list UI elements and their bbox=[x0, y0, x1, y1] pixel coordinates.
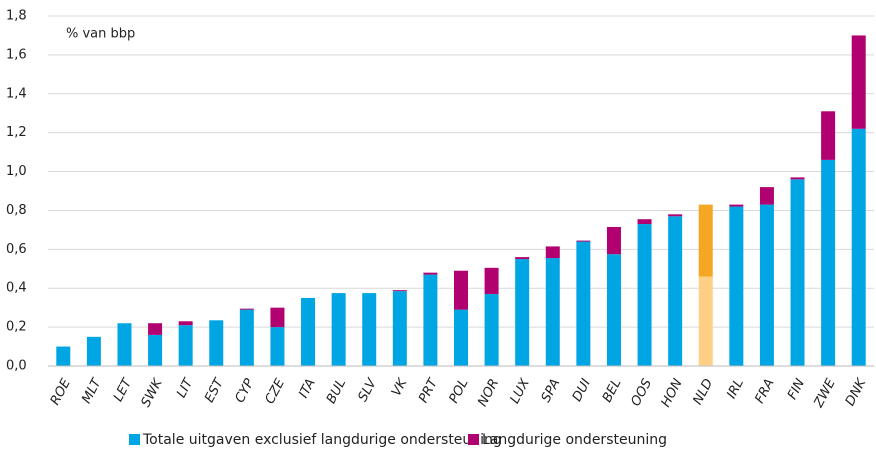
y-tick-label: 1,6 bbox=[6, 47, 27, 62]
legend-swatch bbox=[129, 434, 140, 445]
x-tick-label: POL bbox=[446, 376, 471, 405]
bar-segment bbox=[515, 259, 530, 366]
bar-segment bbox=[117, 323, 132, 366]
x-tick-label: IRL bbox=[724, 376, 747, 401]
x-tick-label: CYP bbox=[233, 376, 258, 405]
bar-segment bbox=[698, 276, 713, 366]
x-tick-label: BUL bbox=[324, 376, 349, 406]
bar-segment bbox=[606, 254, 621, 366]
bar-segment bbox=[851, 35, 866, 129]
x-tick-label: DUI bbox=[570, 376, 594, 404]
bar-segment bbox=[576, 241, 591, 366]
x-tick-label: SLV bbox=[356, 376, 381, 405]
x-tick-label: LUX bbox=[508, 376, 534, 407]
y-tick-label: 0,0 bbox=[6, 359, 27, 374]
x-tick-label: ITA bbox=[296, 376, 318, 400]
bar-segment bbox=[790, 179, 805, 366]
x-tick-label: SWK bbox=[139, 375, 167, 410]
bar-segment bbox=[331, 293, 346, 366]
bar-segment bbox=[454, 309, 468, 366]
x-tick-label: ZWE bbox=[811, 376, 839, 411]
bar-segment bbox=[484, 267, 499, 295]
axis-label: % van bbp bbox=[66, 27, 135, 42]
x-tick-label: FIN bbox=[785, 376, 808, 402]
bar-segment bbox=[729, 206, 744, 366]
bar-segment bbox=[698, 204, 713, 277]
x-tick-label: VK bbox=[389, 375, 411, 399]
legend-label: Totale uitgaven exclusief langdurige ond… bbox=[142, 432, 502, 448]
y-tick-label: 0,2 bbox=[6, 320, 27, 335]
bar-segment bbox=[668, 216, 683, 366]
x-tick-label: MLT bbox=[79, 376, 105, 407]
bar-segment bbox=[148, 334, 163, 366]
x-tick-label: PRT bbox=[416, 376, 441, 406]
bar-segment bbox=[606, 226, 621, 255]
bar-segment bbox=[851, 128, 866, 366]
bar-segment bbox=[148, 323, 163, 335]
bar-segment bbox=[362, 293, 377, 366]
bar-segment bbox=[790, 177, 805, 180]
legend-swatch bbox=[468, 434, 479, 445]
x-tick-label: HON bbox=[659, 376, 686, 410]
bar-segment bbox=[178, 325, 193, 366]
bar-segment bbox=[576, 240, 591, 242]
bar-segment bbox=[423, 274, 438, 366]
y-tick-label: 0,4 bbox=[6, 281, 27, 296]
bar-segment bbox=[484, 294, 499, 366]
bar-segment bbox=[178, 321, 193, 326]
bar-segment bbox=[56, 346, 71, 366]
bar-segment bbox=[392, 290, 407, 292]
bar-segment bbox=[637, 219, 652, 225]
bar-segment bbox=[239, 309, 254, 366]
x-tick-label: NOR bbox=[475, 376, 502, 409]
y-tick-label: 1,8 bbox=[6, 9, 27, 24]
y-tick-label: 1,2 bbox=[6, 125, 27, 140]
x-tick-label: LIT bbox=[174, 376, 197, 401]
bar-segment bbox=[423, 272, 438, 275]
bar-segment bbox=[239, 308, 254, 310]
y-tick-label: 1,0 bbox=[6, 164, 27, 179]
x-tick-label: OOS bbox=[628, 376, 655, 408]
x-tick-label: BEL bbox=[600, 376, 625, 405]
x-tick-label: SPA bbox=[539, 376, 564, 405]
legend-label: Langdurige ondersteuning bbox=[482, 432, 667, 448]
x-tick-label: LET bbox=[111, 376, 136, 405]
x-tick-label: ROE bbox=[48, 376, 75, 408]
bar-segment bbox=[759, 204, 774, 366]
x-tick-label: NLD bbox=[690, 376, 716, 407]
bar-segment bbox=[821, 159, 836, 366]
bar-segment bbox=[454, 270, 468, 310]
x-tick-label: CZE bbox=[263, 376, 289, 407]
y-tick-label: 0,6 bbox=[6, 242, 27, 257]
bar-segment bbox=[545, 246, 560, 259]
x-tick-label: DNK bbox=[843, 375, 870, 408]
bar-segment bbox=[86, 336, 101, 366]
bar-segment bbox=[545, 258, 560, 366]
bar-segment bbox=[637, 224, 652, 366]
bar-segment bbox=[301, 297, 316, 366]
x-tick-label: FRA bbox=[752, 376, 777, 405]
bar-segment bbox=[759, 187, 774, 205]
y-tick-label: 1,4 bbox=[6, 86, 27, 101]
bar-segment bbox=[270, 327, 285, 366]
bar-segment bbox=[668, 214, 683, 217]
bar-segment bbox=[209, 320, 224, 366]
y-tick-label: 0,8 bbox=[6, 203, 27, 218]
bar-segment bbox=[270, 307, 285, 328]
bar-segment bbox=[821, 111, 836, 160]
bar-segment bbox=[729, 204, 744, 207]
bar-segment bbox=[515, 257, 530, 260]
x-tick-label: EST bbox=[202, 376, 227, 406]
bar-segment bbox=[392, 291, 407, 366]
